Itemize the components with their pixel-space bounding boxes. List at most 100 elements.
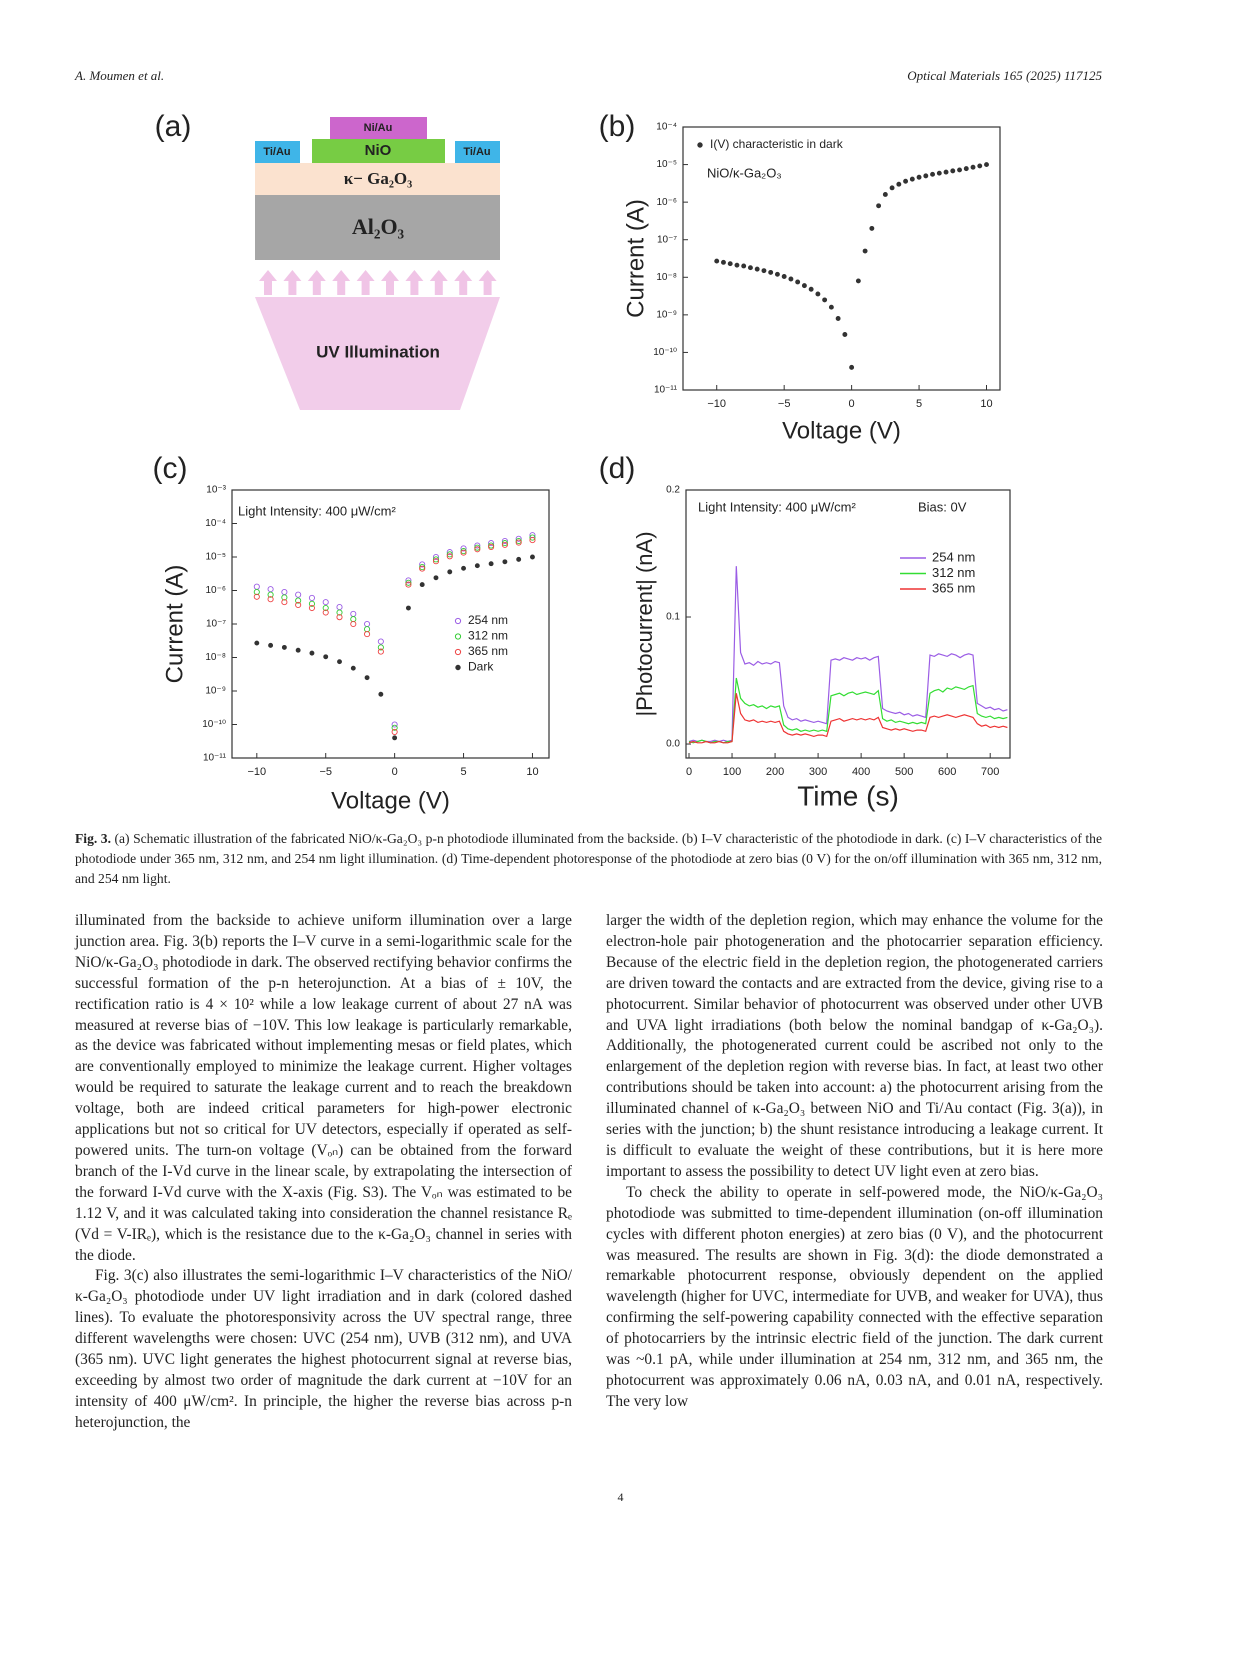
data-point xyxy=(950,168,956,174)
annotation: Bias: 0V xyxy=(918,499,967,514)
data-point xyxy=(754,266,760,272)
y-tick-label: 10⁻⁵ xyxy=(205,552,226,563)
schematic: (a) Ni/Au NiO Ti/Au Ti/Au κ− Ga₂O₃ Al₂O₃… xyxy=(155,110,500,410)
data-point xyxy=(747,265,753,271)
x-tick-label: 0 xyxy=(686,766,692,778)
annotation: NiO/κ-Ga₂O₃ xyxy=(707,165,782,180)
arrow xyxy=(259,270,277,295)
x-tick-label: −10 xyxy=(707,398,726,410)
y-tick-label: 10⁻⁷ xyxy=(657,234,677,245)
layer-label: Al₂O₃ xyxy=(352,214,405,239)
data-point xyxy=(377,648,384,655)
data-point xyxy=(350,616,357,623)
legend-swatch xyxy=(454,617,462,625)
data-point xyxy=(295,647,301,653)
data-point xyxy=(322,604,329,612)
data-point xyxy=(970,164,976,170)
arrow xyxy=(307,270,326,295)
data-point xyxy=(377,644,384,651)
data-point xyxy=(474,546,481,553)
annotation: Light Intensity: 400 μW/cm² xyxy=(238,503,396,518)
data-point xyxy=(405,581,412,588)
legend-swatch xyxy=(454,633,462,640)
y-tick-label: 10⁻⁵ xyxy=(656,159,677,170)
y-tick-label: 10⁻¹¹ xyxy=(203,753,227,764)
data-point xyxy=(474,542,481,549)
data-point xyxy=(828,304,834,310)
data-point xyxy=(963,166,969,172)
x-tick-label: 600 xyxy=(938,766,956,778)
y-tick-label: 10⁻¹⁰ xyxy=(202,719,226,730)
y-axis-label: Current (A) xyxy=(161,565,188,684)
data-point xyxy=(446,553,453,560)
annotation: Light Intensity: 400 μW/cm² xyxy=(698,499,856,514)
data-point xyxy=(501,541,508,548)
x-tick-label: 0 xyxy=(392,766,398,778)
panel-label: (a) xyxy=(155,110,192,143)
data-point xyxy=(855,278,861,284)
ti-au-layer xyxy=(455,141,500,163)
data-point xyxy=(419,561,426,568)
data-point xyxy=(364,626,371,633)
chart: (d) Time (s) |Photocurrent| (nA) 0 100 200 300… xyxy=(599,452,1011,811)
x-tick-label: 10 xyxy=(980,398,992,410)
caption-label: Fig. 3. xyxy=(75,831,111,846)
paragraph: To check the ability to operate in self-… xyxy=(606,1183,1103,1410)
x-tick-label: 200 xyxy=(766,766,784,778)
data-point xyxy=(889,185,895,191)
x-tick-label: 300 xyxy=(809,766,827,778)
arrow xyxy=(332,270,351,295)
page-number: 4 xyxy=(617,1490,624,1504)
data-point xyxy=(281,599,288,606)
legend-label: 365 nm xyxy=(468,644,508,658)
arrow xyxy=(381,270,399,295)
data-point xyxy=(295,601,302,609)
legend-label: I(V) characteristic in dark xyxy=(710,137,844,151)
data-point xyxy=(727,261,733,267)
plot-frame xyxy=(685,489,1011,759)
data-point xyxy=(405,577,412,584)
data-point xyxy=(761,268,767,274)
data-point xyxy=(529,537,536,544)
data-point xyxy=(515,535,522,542)
data-point xyxy=(488,561,494,567)
data-point xyxy=(502,559,508,565)
ni-au-layer xyxy=(330,117,427,140)
data-point xyxy=(822,297,828,303)
arrow xyxy=(454,270,473,295)
y-tick-label: 0.2 xyxy=(666,485,680,496)
y-tick-label: 0.0 xyxy=(666,739,680,750)
data-point xyxy=(801,283,807,289)
data-point xyxy=(295,597,302,604)
data-point xyxy=(788,276,794,282)
data-point xyxy=(350,665,356,671)
legend-label: 254 nm xyxy=(468,613,508,627)
plot-frame xyxy=(682,126,1001,391)
data-point xyxy=(849,364,855,370)
ti-au-layer xyxy=(255,141,300,163)
data-point xyxy=(734,262,740,268)
x-axis-label: Voltage (V) xyxy=(331,787,450,814)
data-point xyxy=(474,544,481,551)
data-point xyxy=(267,596,274,603)
data-point xyxy=(253,593,260,600)
data-point xyxy=(461,565,466,571)
data-point xyxy=(364,675,370,681)
y-tick-label: 10⁻³ xyxy=(206,485,226,496)
x-tick-label: 0 xyxy=(849,398,855,410)
x-tick-label: −5 xyxy=(778,398,791,410)
arrow xyxy=(405,270,424,295)
data-point xyxy=(714,258,720,264)
data-point xyxy=(322,609,329,616)
x-tick-label: 5 xyxy=(460,766,466,778)
x-tick-label: 700 xyxy=(981,766,999,778)
data-point xyxy=(721,259,726,265)
data-point xyxy=(460,545,467,552)
data-point xyxy=(419,565,426,572)
data-point xyxy=(308,600,315,607)
series-line xyxy=(688,677,1008,744)
legend-label: Dark xyxy=(468,660,494,674)
column-right: larger the width of the depletion region… xyxy=(606,911,1103,1413)
data-point xyxy=(530,554,535,560)
